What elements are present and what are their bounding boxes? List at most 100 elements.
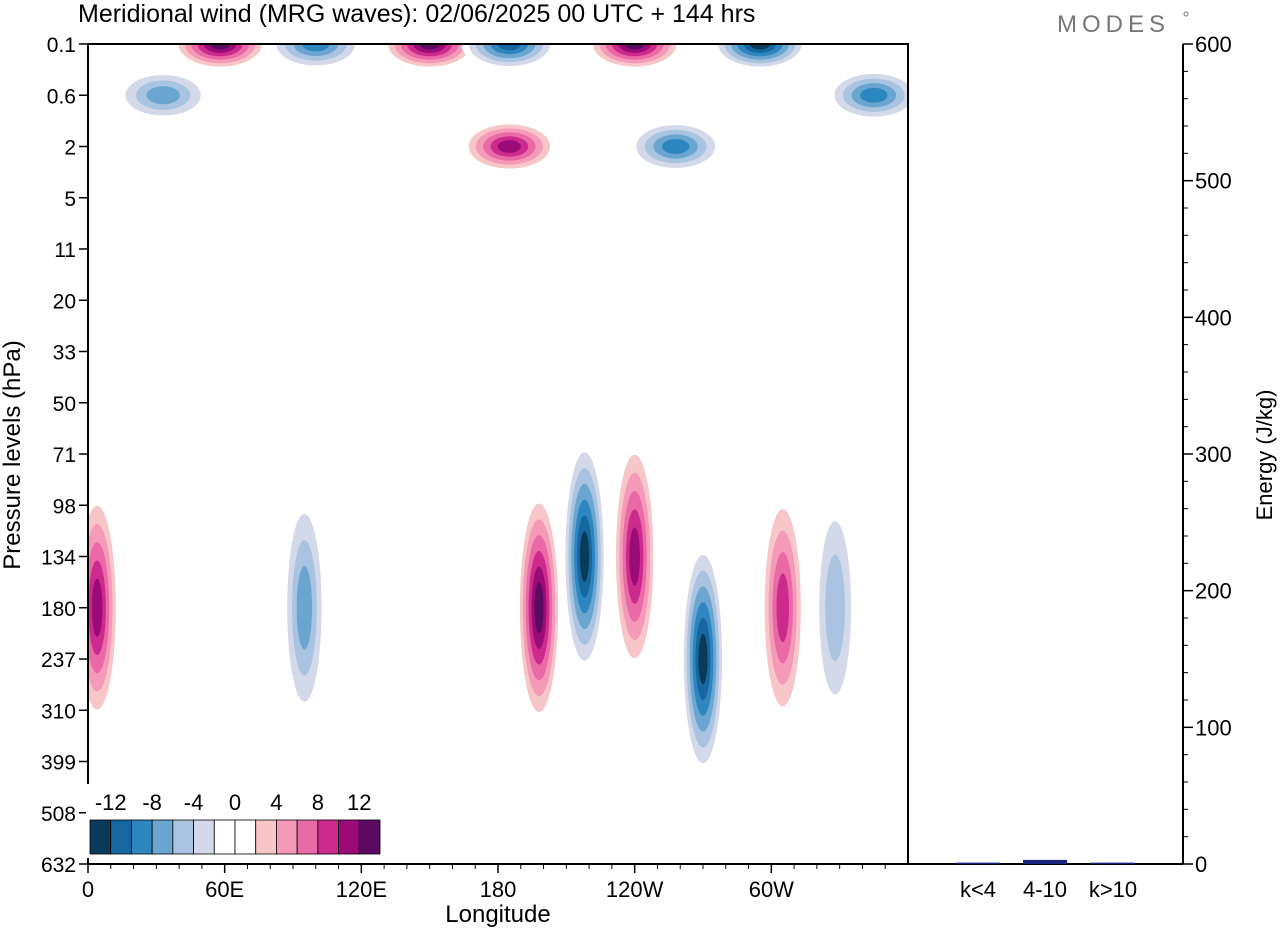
colorbar-swatch — [296, 819, 319, 855]
contour-level — [661, 139, 690, 154]
colorbar-swatch — [131, 819, 153, 855]
y-tick-label: 71 — [53, 444, 76, 467]
contour-level — [210, 44, 231, 50]
contour-feature-15 — [681, 539, 725, 779]
contour-feature-7 — [825, 69, 908, 122]
contour-feature-12 — [517, 487, 561, 728]
contour-level — [497, 140, 521, 153]
contour-feature-14 — [612, 436, 657, 677]
contour-feature-16 — [760, 487, 805, 728]
energy-tick-label: 300 — [1195, 442, 1232, 467]
contour-level — [497, 44, 521, 51]
contour-feature-3 — [381, 44, 478, 70]
y-tick-label: 632 — [41, 854, 76, 877]
colorbar-label: -8 — [142, 790, 162, 815]
energy-axis-label: Energy (J/kg) — [1252, 390, 1277, 521]
contour-level — [146, 86, 180, 105]
colorbar-swatch — [338, 819, 360, 855]
x-tick-label: 60W — [749, 877, 794, 902]
contour-level — [91, 578, 103, 637]
contour-feature-1 — [172, 44, 269, 70]
energy-tick-label: 200 — [1195, 579, 1232, 604]
colorbar-swatch — [172, 819, 194, 855]
energy-bar-0 — [956, 862, 1000, 865]
y-tick-label: 2 — [64, 137, 76, 160]
energy-tick-label: 0 — [1195, 852, 1207, 877]
contour-level — [749, 44, 771, 50]
x-tick-label: 120W — [606, 877, 664, 902]
energy-bar-1 — [1023, 859, 1067, 864]
colorbar-swatch — [213, 819, 236, 855]
contour-level — [534, 582, 544, 634]
contour-feature-10 — [88, 487, 120, 728]
y-tick-label: 50 — [53, 393, 76, 416]
contour-level — [825, 554, 845, 662]
energy-category-label: 4-10 — [1023, 877, 1067, 902]
contour-feature-17 — [813, 487, 858, 728]
energy-tick-label: 600 — [1195, 32, 1232, 57]
contour-feature-6 — [711, 44, 808, 70]
colorbar-swatch — [276, 819, 298, 855]
contour-level — [698, 633, 708, 685]
y-tick-label: 0.6 — [47, 85, 76, 108]
y-tick-label: 399 — [41, 752, 76, 775]
colorbar-swatch — [110, 819, 132, 855]
x-tick-label: 0 — [82, 877, 94, 902]
colorbar-swatch — [317, 819, 339, 855]
contour-feature-2 — [267, 44, 364, 70]
contour-level — [419, 44, 440, 50]
y-tick-label: 33 — [53, 342, 76, 365]
x-axis-label: Longitude — [445, 901, 550, 928]
contour-level — [624, 44, 645, 50]
colorbar-swatch — [234, 819, 257, 855]
colorbar-label: 0 — [229, 790, 241, 815]
colorbar-label: -4 — [184, 790, 204, 815]
y-tick-label: 20 — [53, 290, 76, 313]
longitude-axis: 0 60E 120E 180 120W 60W — [82, 864, 886, 902]
contour-level — [629, 527, 640, 586]
energy-tick-label: 100 — [1195, 715, 1232, 740]
x-tick-label: 180 — [480, 877, 517, 902]
colorbar-label: 4 — [270, 790, 282, 815]
energy-category-label: k<4 — [960, 877, 996, 902]
energy-tick-label: 400 — [1195, 305, 1232, 330]
colorbar-label: 12 — [347, 790, 371, 815]
y-tick-label: 180 — [41, 598, 76, 621]
contour-level — [296, 566, 313, 650]
y-tick-label: 98 — [53, 495, 76, 518]
chart-title: Meridional wind (MRG waves): 02/06/2025 … — [78, 0, 755, 28]
contour-feature-5 — [586, 44, 683, 70]
y-tick-label: 134 — [41, 547, 76, 570]
energy-tick-label: 500 — [1195, 169, 1232, 194]
pressure-axis: 0.1 0.6 2 5 11 20 33 50 71 98 134 180 237 310 399 508 63… — [41, 34, 88, 877]
contour-level — [860, 87, 888, 103]
energy-bar-2 — [1091, 862, 1135, 865]
colorbar-label: -12 — [95, 790, 127, 815]
colorbar-swatch — [151, 819, 174, 855]
energy-category-label: k>10 — [1089, 877, 1137, 902]
y-tick-label: 310 — [41, 700, 76, 723]
contour-feature-11 — [282, 487, 327, 728]
x-tick-label: 60E — [205, 877, 244, 902]
y-tick-label: 11 — [54, 239, 76, 262]
x-tick-label: 120E — [336, 877, 387, 902]
colorbar-swatch — [255, 819, 277, 855]
colorbar-swatch — [193, 819, 215, 855]
colorbar-swatch — [89, 819, 112, 855]
contour-feature-8 — [461, 120, 558, 173]
modes-logo: MODES — [1057, 11, 1170, 38]
modes-logo-mark — [1183, 11, 1189, 17]
energy-bar-chart: 0 100 200 300 400 500 600 k<4 4-10 k>10 — [908, 32, 1232, 902]
colorbar-swatch — [358, 819, 381, 855]
y-tick-label: 0.1 — [47, 34, 76, 57]
y-tick-label: 237 — [41, 649, 76, 672]
contour-feature-13 — [562, 436, 607, 677]
colorbar-label: 8 — [312, 790, 324, 815]
contour-level — [776, 573, 790, 643]
contour-feature-4 — [461, 44, 558, 70]
y-tick-label: 5 — [64, 188, 76, 211]
y-axis-label: Pressure levels (hPa) — [0, 340, 26, 569]
contour-feature-9 — [627, 120, 724, 173]
colorbar: -12 -8 -4 0 4 8 12 — [86, 784, 384, 858]
y-tick-label: 508 — [41, 803, 76, 826]
